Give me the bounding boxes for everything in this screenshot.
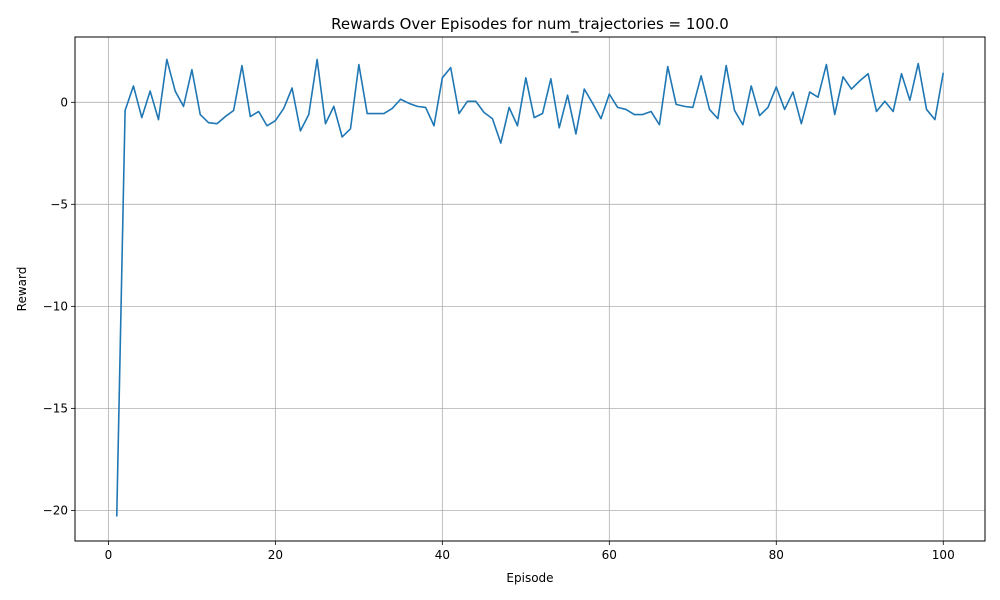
series-group — [115, 58, 945, 517]
x-tick-label: 80 — [769, 548, 784, 562]
plot-frame — [74, 36, 986, 542]
reward-series-line — [115, 58, 945, 517]
chart-title: Rewards Over Episodes for num_trajectori… — [331, 15, 729, 34]
x-tick-label: 100 — [932, 548, 955, 562]
y-tick-label: −20 — [43, 503, 68, 517]
x-tick-label: 20 — [268, 548, 283, 562]
x-axis-label: Episode — [506, 571, 553, 585]
y-tick-label: −15 — [43, 401, 68, 415]
x-axis-ticks: 0 20 40 60 80 100 — [105, 541, 955, 562]
y-axis-ticks: −20 −15 −10 −5 0 — [43, 95, 75, 517]
x-tick-label: 40 — [435, 548, 450, 562]
y-axis-label: Reward — [15, 267, 29, 312]
x-tick-label: 0 — [105, 548, 113, 562]
y-tick-label: −5 — [50, 197, 68, 211]
grid-lines — [75, 37, 985, 541]
y-tick-label: −10 — [43, 299, 68, 313]
y-tick-label: 0 — [60, 95, 68, 109]
x-tick-label: 60 — [602, 548, 617, 562]
plot-background — [75, 37, 985, 541]
